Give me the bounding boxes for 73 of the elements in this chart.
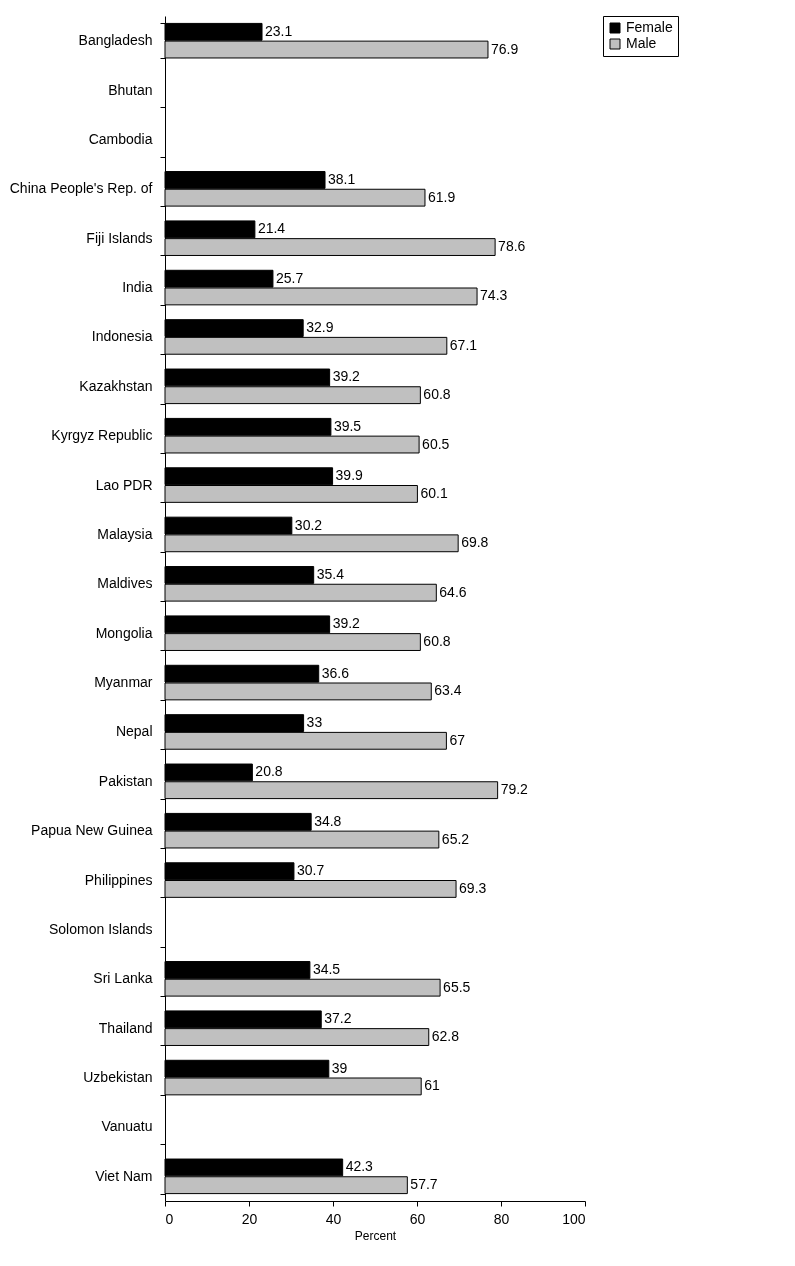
data-label: 39.2 — [332, 615, 361, 632]
data-label: 20.8 — [255, 763, 283, 780]
y-tick-label: Mongolia — [95, 624, 153, 641]
data-label: 61 — [424, 1077, 440, 1094]
data-label: 32.9 — [306, 319, 334, 336]
y-tick-label: Pakistan — [98, 772, 153, 789]
data-label: 64.6 — [439, 583, 467, 600]
data-label: 36.6 — [321, 664, 350, 681]
data-label: 60.1 — [420, 484, 448, 501]
data-label: 67 — [449, 731, 466, 748]
data-label: 61.9 — [427, 188, 456, 205]
y-tick-label: Sri Lanka — [93, 970, 153, 987]
data-label: 23.1 — [265, 22, 293, 39]
y-tick-label: Kyrgyz Republic — [51, 427, 153, 444]
y-tick-label: Fiji Islands — [86, 229, 153, 246]
data-label: 21.4 — [257, 220, 286, 237]
data-label: 78.6 — [498, 238, 526, 255]
y-tick-label: Cambodia — [88, 130, 153, 147]
y-tick-label: China People's Rep. of — [9, 180, 153, 197]
data-label: 39.2 — [332, 368, 361, 385]
y-tick-label: Uzbekistan — [83, 1069, 153, 1086]
y-tick-label: Lao PDR — [95, 476, 153, 493]
x-axis-title: Percent — [354, 1228, 397, 1243]
data-label: 35.4 — [316, 565, 345, 582]
data-label: 62.8 — [431, 1028, 460, 1045]
data-label: 63.4 — [434, 682, 462, 699]
data-label: 60.8 — [423, 386, 451, 403]
y-tick-label: Maldives — [97, 575, 153, 592]
data-label: 60.5 — [422, 435, 450, 452]
data-label: 30.7 — [296, 862, 325, 879]
x-tick-label: 60 — [409, 1210, 426, 1227]
data-label: 39 — [331, 1059, 348, 1076]
data-label: 34.8 — [314, 812, 342, 829]
data-label: 42.3 — [345, 1158, 374, 1175]
legend-label: Female — [626, 19, 673, 35]
y-tick-label: Philippines — [84, 871, 153, 888]
y-tick-label: Thailand — [98, 1019, 153, 1036]
data-label: 67.1 — [449, 336, 478, 353]
data-label: 33 — [306, 714, 323, 731]
x-tick-label: 80 — [493, 1210, 510, 1227]
data-label: 25.7 — [275, 269, 304, 286]
y-tick-label: Papua New Guinea — [31, 822, 153, 839]
y-tick-label: India — [122, 279, 153, 296]
y-tick-label: Myanmar — [94, 674, 153, 691]
data-label: 57.7 — [410, 1176, 438, 1193]
x-tick-label: 20 — [241, 1210, 258, 1227]
y-tick-label: Bhutan — [108, 81, 153, 98]
x-tick-label: 0 — [165, 1210, 174, 1227]
data-label: 65.5 — [443, 978, 471, 995]
data-label: 38.1 — [328, 170, 356, 187]
data-label: 69.3 — [459, 879, 487, 896]
x-tick-label: 40 — [325, 1210, 342, 1227]
y-tick-label: Malaysia — [97, 525, 153, 542]
data-label: 30.2 — [294, 516, 323, 533]
data-label: 37.2 — [324, 1010, 352, 1027]
data-label: 34.5 — [312, 960, 341, 977]
data-label: 76.9 — [490, 40, 519, 57]
y-tick-label: Kazakhstan — [79, 377, 153, 394]
y-tick-label: Viet Nam — [95, 1167, 153, 1184]
y-tick-label: Nepal — [115, 723, 153, 740]
x-tick-label: 100 — [562, 1210, 586, 1227]
data-label: 74.3 — [480, 287, 508, 304]
data-label: 79.2 — [500, 781, 529, 798]
y-tick-label: Vanuatu — [101, 1118, 153, 1135]
data-label: 39.9 — [335, 467, 364, 484]
y-tick-label: Indonesia — [91, 328, 153, 345]
y-tick-label: Bangladesh — [78, 32, 153, 49]
data-label: 69.8 — [461, 534, 489, 551]
y-tick-label: Solomon Islands — [48, 920, 153, 937]
data-label: 65.2 — [441, 830, 470, 847]
data-label: 60.8 — [423, 633, 451, 650]
data-label: 39.5 — [333, 417, 362, 434]
legend-label: Male — [626, 35, 657, 51]
